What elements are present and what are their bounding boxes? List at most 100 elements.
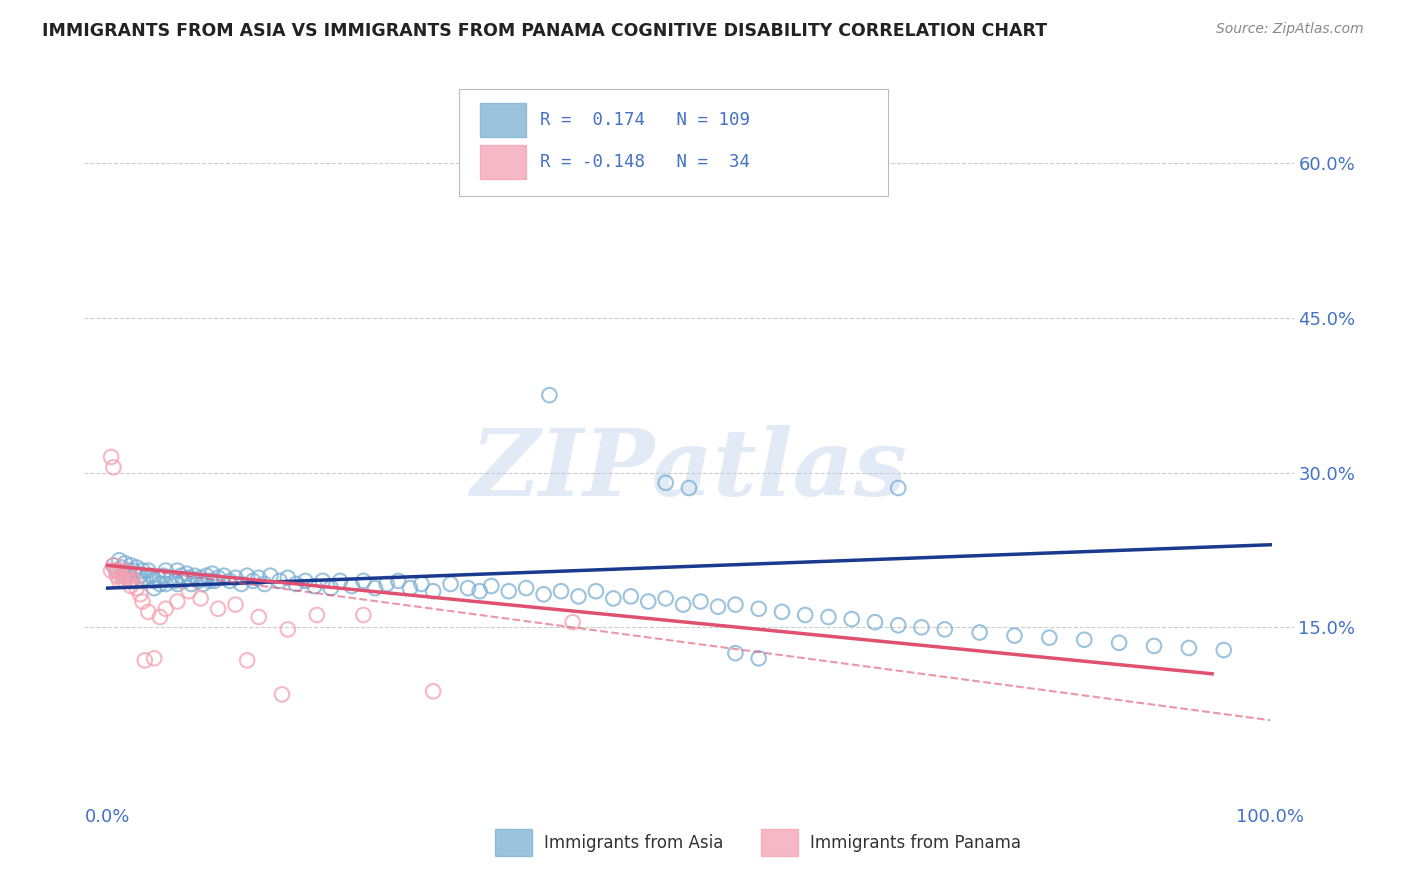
- Text: IMMIGRANTS FROM ASIA VS IMMIGRANTS FROM PANAMA COGNITIVE DISABILITY CORRELATION : IMMIGRANTS FROM ASIA VS IMMIGRANTS FROM …: [42, 22, 1047, 40]
- Point: [114, 574, 136, 588]
- Point: [567, 590, 589, 604]
- Point: [122, 564, 145, 578]
- Point: [176, 566, 198, 581]
- Point: [149, 610, 172, 624]
- Point: [218, 574, 240, 588]
- Text: Immigrants from Panama: Immigrants from Panama: [810, 833, 1021, 852]
- Point: [620, 590, 643, 604]
- Point: [294, 574, 316, 588]
- Point: [1178, 640, 1201, 655]
- Point: [585, 584, 607, 599]
- Point: [103, 558, 125, 573]
- Point: [155, 564, 177, 578]
- Point: [1073, 632, 1095, 647]
- Point: [160, 571, 183, 585]
- Point: [887, 481, 910, 495]
- Point: [166, 577, 188, 591]
- Point: [125, 581, 148, 595]
- Point: [114, 564, 136, 578]
- Point: [129, 587, 152, 601]
- Point: [352, 574, 374, 588]
- Point: [110, 568, 132, 582]
- Point: [515, 581, 537, 595]
- Point: [364, 581, 387, 595]
- Point: [114, 557, 136, 571]
- Point: [155, 601, 177, 615]
- Point: [352, 607, 374, 622]
- Point: [422, 584, 444, 599]
- Point: [319, 581, 342, 595]
- Point: [1038, 631, 1060, 645]
- Point: [180, 577, 202, 591]
- Point: [533, 587, 555, 601]
- Point: [198, 574, 221, 588]
- Point: [207, 601, 229, 615]
- Point: [191, 577, 214, 591]
- Point: [100, 564, 122, 578]
- Point: [934, 623, 956, 637]
- Point: [1143, 639, 1166, 653]
- Point: [689, 594, 711, 608]
- FancyBboxPatch shape: [495, 829, 531, 856]
- Point: [259, 568, 281, 582]
- Point: [550, 584, 572, 599]
- Point: [103, 558, 125, 573]
- Point: [770, 605, 793, 619]
- Point: [131, 564, 153, 578]
- Point: [422, 684, 444, 698]
- Point: [637, 594, 659, 608]
- Point: [201, 566, 224, 581]
- Point: [602, 591, 624, 606]
- Point: [122, 574, 145, 588]
- Point: [387, 574, 409, 588]
- Point: [114, 568, 136, 582]
- Point: [108, 553, 131, 567]
- Point: [125, 560, 148, 574]
- Point: [131, 594, 153, 608]
- Point: [242, 574, 264, 588]
- Point: [177, 571, 200, 585]
- Point: [212, 568, 235, 582]
- Point: [969, 625, 991, 640]
- Point: [177, 584, 200, 599]
- Point: [136, 564, 159, 578]
- Point: [724, 646, 747, 660]
- Point: [225, 598, 247, 612]
- Point: [841, 612, 863, 626]
- Text: R = -0.148   N =  34: R = -0.148 N = 34: [540, 153, 751, 171]
- Point: [305, 607, 328, 622]
- Point: [1004, 629, 1026, 643]
- Point: [479, 579, 502, 593]
- Point: [204, 574, 226, 588]
- Point: [103, 460, 125, 475]
- Point: [678, 481, 700, 495]
- Text: R =  0.174   N = 109: R = 0.174 N = 109: [540, 111, 751, 129]
- Point: [131, 574, 153, 588]
- Point: [108, 564, 131, 578]
- Point: [117, 564, 139, 578]
- Point: [910, 620, 932, 634]
- Point: [340, 579, 363, 593]
- Point: [166, 564, 188, 578]
- Point: [707, 599, 730, 614]
- Point: [100, 450, 122, 464]
- Point: [654, 591, 676, 606]
- Point: [136, 605, 159, 619]
- Point: [207, 571, 229, 585]
- Point: [143, 574, 166, 588]
- Point: [724, 598, 747, 612]
- Point: [105, 568, 128, 582]
- Point: [104, 564, 127, 578]
- Point: [105, 564, 128, 578]
- Point: [143, 651, 166, 665]
- Point: [271, 687, 294, 701]
- Point: [457, 581, 479, 595]
- Point: [110, 560, 132, 574]
- Point: [269, 574, 291, 588]
- Point: [748, 601, 770, 615]
- Point: [887, 618, 910, 632]
- Point: [141, 568, 163, 582]
- Point: [1108, 636, 1130, 650]
- Point: [117, 574, 139, 588]
- Point: [170, 568, 193, 582]
